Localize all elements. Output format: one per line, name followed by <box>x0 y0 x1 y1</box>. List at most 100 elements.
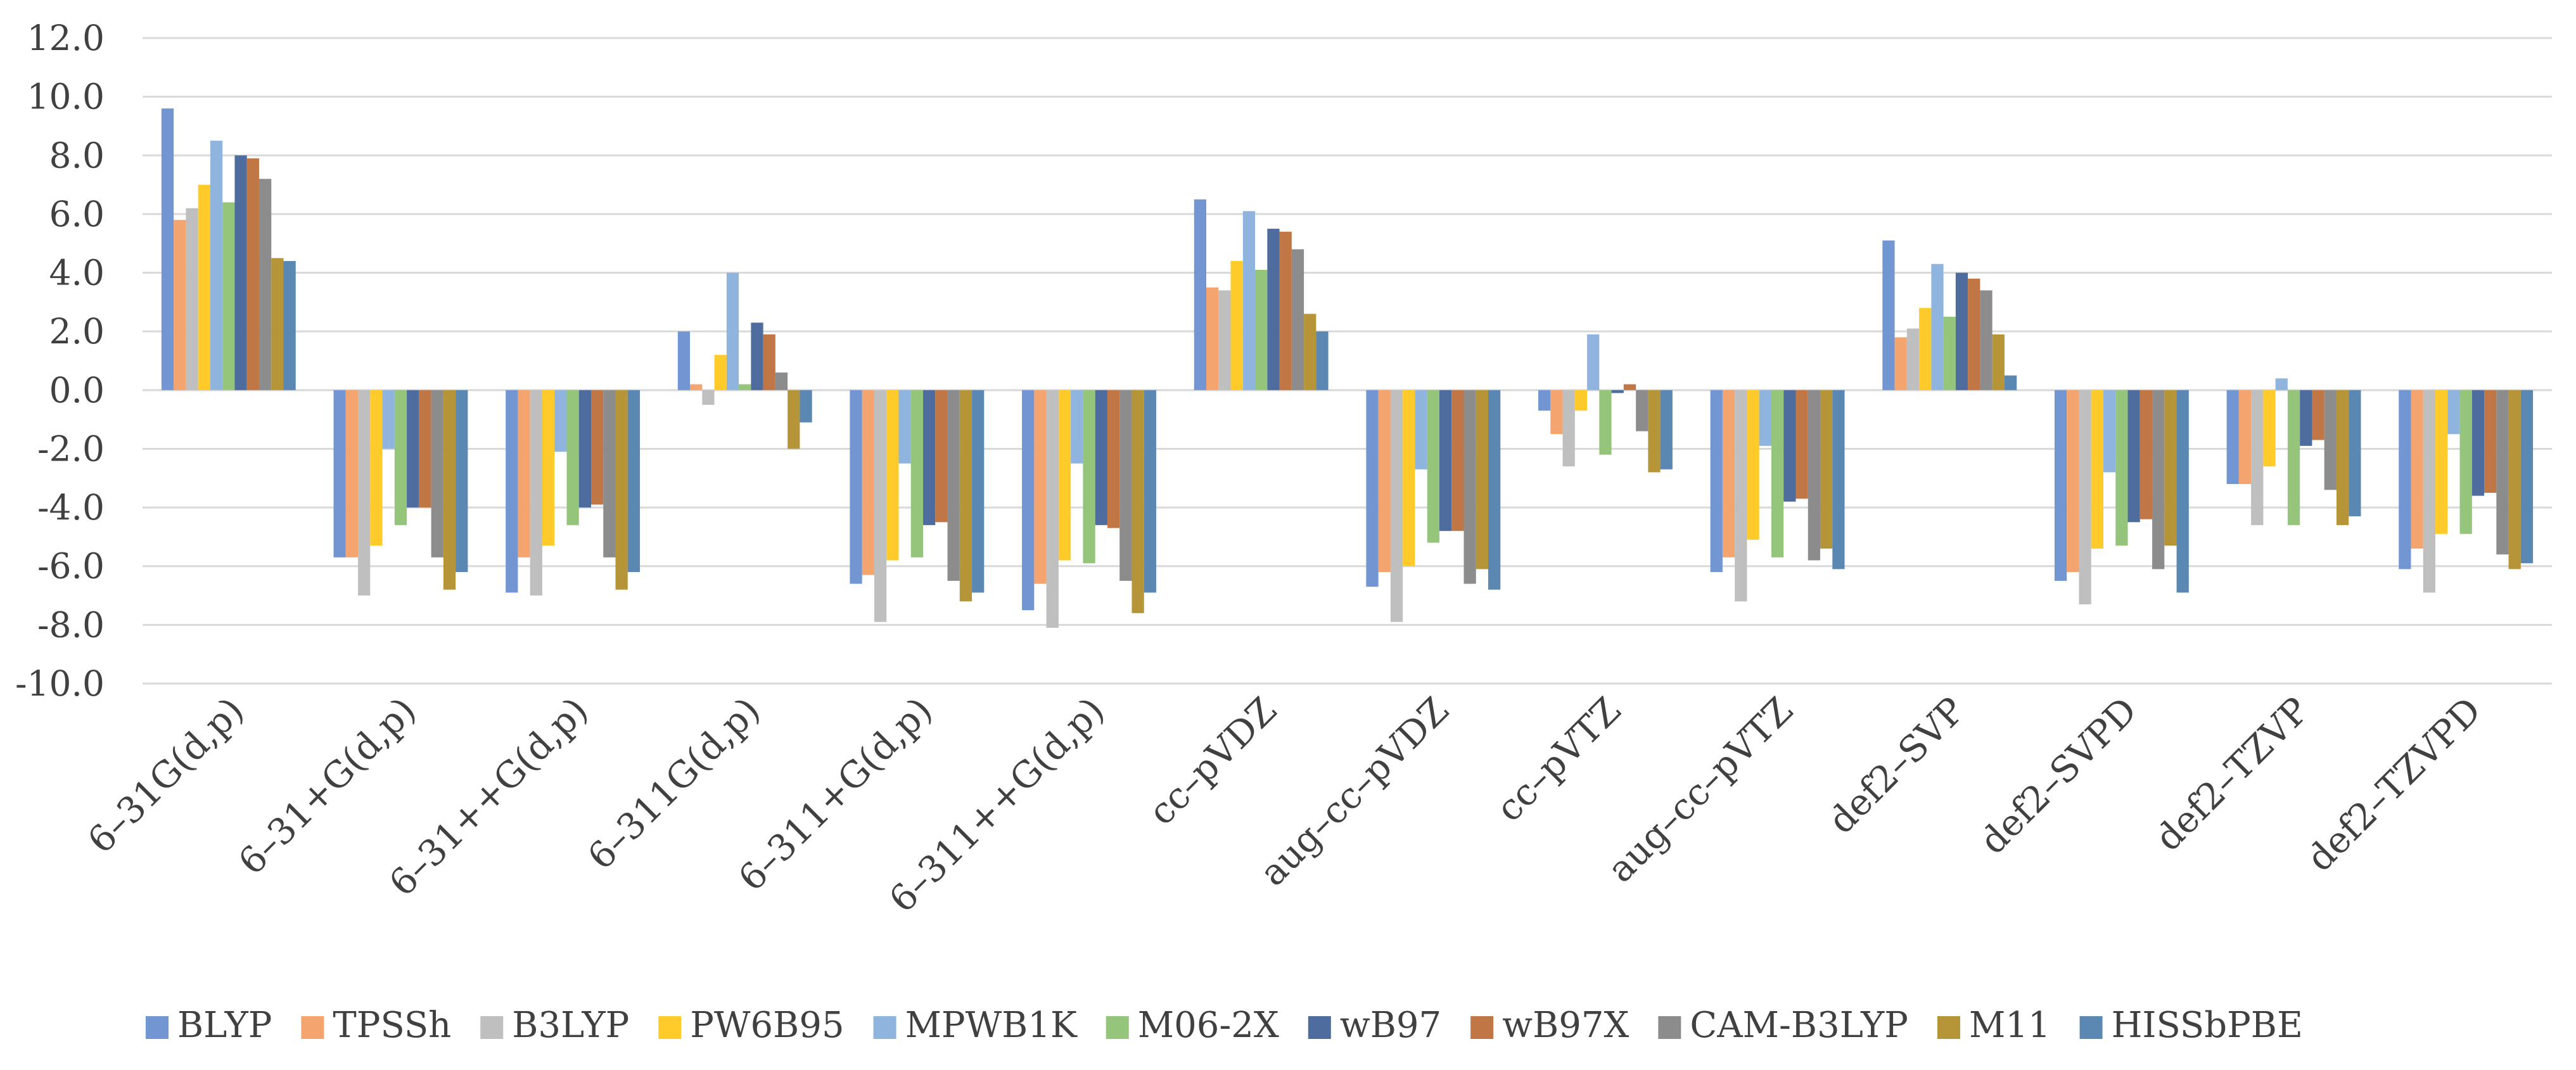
bar-pw6b95 <box>1574 390 1588 411</box>
bar-blyp <box>1882 240 1895 390</box>
bar-b3lyp <box>2423 390 2436 593</box>
bar-tpssh <box>1206 287 1219 390</box>
legend-swatch <box>301 1016 324 1039</box>
bar-m06-2x <box>1599 390 1612 455</box>
bar-wb97 <box>1267 229 1280 390</box>
bar-pw6b95 <box>2435 390 2448 534</box>
bar-mpwb1k <box>1415 390 1427 469</box>
bar-tpssh <box>690 384 703 390</box>
bar-wb97x <box>1623 384 1636 390</box>
x-category-label: 6–311G(d,p) <box>580 689 768 877</box>
bar-tpssh <box>2238 390 2252 485</box>
bar-pw6b95 <box>2091 390 2103 549</box>
legend-swatch <box>1470 1016 1494 1039</box>
bar-wb97x <box>419 390 431 508</box>
y-tick-label: 10.0 <box>27 77 105 117</box>
legend-label: wB97X <box>1502 1005 1629 1046</box>
bar-cam-b3lyp <box>1119 390 1132 581</box>
bar-b3lyp <box>1046 390 1059 628</box>
y-tick-label: 4.0 <box>49 253 105 293</box>
bar-wb97x <box>2139 390 2153 519</box>
y-tick-label: 12.0 <box>27 18 105 58</box>
bar-pw6b95 <box>886 390 899 561</box>
bar-wb97x <box>935 390 948 523</box>
bar-m11 <box>1992 334 2005 390</box>
bar-m11 <box>2336 390 2349 525</box>
bar-m06-2x <box>739 384 751 390</box>
bar-m11 <box>271 258 284 390</box>
legend-label: MPWB1K <box>905 1005 1078 1046</box>
bar-blyp <box>161 108 174 390</box>
bar-m06-2x <box>2287 390 2300 525</box>
x-category-label: 6–31G(d,p) <box>80 689 252 862</box>
bar-cam-b3lyp <box>431 390 443 557</box>
bar-m11 <box>615 390 628 590</box>
bar-tpssh <box>1722 390 1735 557</box>
bar-m06-2x <box>2115 390 2128 546</box>
bar-m11 <box>2164 390 2177 546</box>
bar-b3lyp <box>1906 328 1920 390</box>
bar-mpwb1k <box>1587 334 1600 390</box>
bar-hissbpbe <box>1660 390 1673 469</box>
bar-m11 <box>959 390 972 602</box>
bar-b3lyp <box>2079 390 2091 604</box>
bar-pw6b95 <box>1230 261 1243 390</box>
bar-wb97 <box>923 390 936 525</box>
bar-wb97 <box>2127 390 2140 523</box>
bar-blyp <box>850 390 862 584</box>
bar-m06-2x <box>222 202 235 390</box>
bar-mpwb1k <box>210 141 223 390</box>
bar-hissbpbe <box>2004 375 2017 390</box>
bar-cam-b3lyp <box>1463 390 1476 584</box>
bar-hissbpbe <box>800 390 812 423</box>
bar-wb97x <box>2484 390 2497 493</box>
bar-blyp <box>333 390 346 557</box>
bar-m11 <box>1132 390 1144 613</box>
y-axis: 12.0 10.0 8.0 6.0 4.0 2.0 0.0 -2.0 -4.0 -6.0 -8.0 -… <box>15 18 105 704</box>
y-tick-label: -10.0 <box>15 663 105 704</box>
legend-label: PW6B95 <box>690 1005 844 1046</box>
bar-m06-2x <box>566 390 579 525</box>
bar-wb97 <box>751 322 763 390</box>
legend: BLYP TPSSh B3LYP PW6B95 MPWB1K M06-2X wB97 wB97… <box>146 1005 2303 1046</box>
bar-blyp <box>677 331 691 390</box>
bar-tpssh <box>1034 390 1047 584</box>
bar-b3lyp <box>1218 290 1231 390</box>
bar-hissbpbe <box>627 390 641 572</box>
bar-wb97 <box>2300 390 2312 446</box>
bar-hissbpbe <box>1488 390 1501 590</box>
bar-mpwb1k <box>1759 390 1771 446</box>
bar-b3lyp <box>702 390 715 405</box>
bar-wb97x <box>246 158 259 390</box>
legend-swatch <box>146 1016 169 1039</box>
bar-wb97 <box>234 155 247 390</box>
bar-m06-2x <box>1427 390 1439 543</box>
bar-hissbpbe <box>456 390 468 572</box>
bar-m11 <box>1648 390 1661 473</box>
bar-m11 <box>1820 390 1833 549</box>
bar-b3lyp <box>1562 390 1575 467</box>
bar-blyp <box>1710 390 1723 572</box>
legend-swatch <box>480 1016 504 1039</box>
y-tick-label: -4.0 <box>37 487 105 528</box>
bar-wb97x <box>1107 390 1120 528</box>
bar-wb97 <box>2471 390 2485 496</box>
y-tick-label: 8.0 <box>49 135 105 175</box>
bar-pw6b95 <box>1403 390 1415 566</box>
bar-wb97 <box>578 390 591 508</box>
bar-b3lyp <box>874 390 887 622</box>
bar-cam-b3lyp <box>258 179 272 390</box>
bar-cam-b3lyp <box>1636 390 1648 431</box>
bar-cam-b3lyp <box>2152 390 2165 570</box>
bar-wb97x <box>763 334 775 390</box>
bar-tpssh <box>2067 390 2079 572</box>
x-category-label: def2–SVP <box>1820 689 1973 842</box>
bar-tpssh <box>174 220 186 390</box>
bar-hissbpbe <box>2349 390 2361 516</box>
bar-wb97 <box>1611 390 1624 393</box>
bar-mpwb1k <box>898 390 911 464</box>
bar-blyp <box>2226 390 2239 485</box>
x-category-label: cc–pVDZ <box>1141 689 1285 833</box>
bar-m06-2x <box>1255 269 1268 390</box>
bar-m11 <box>1304 314 1317 390</box>
